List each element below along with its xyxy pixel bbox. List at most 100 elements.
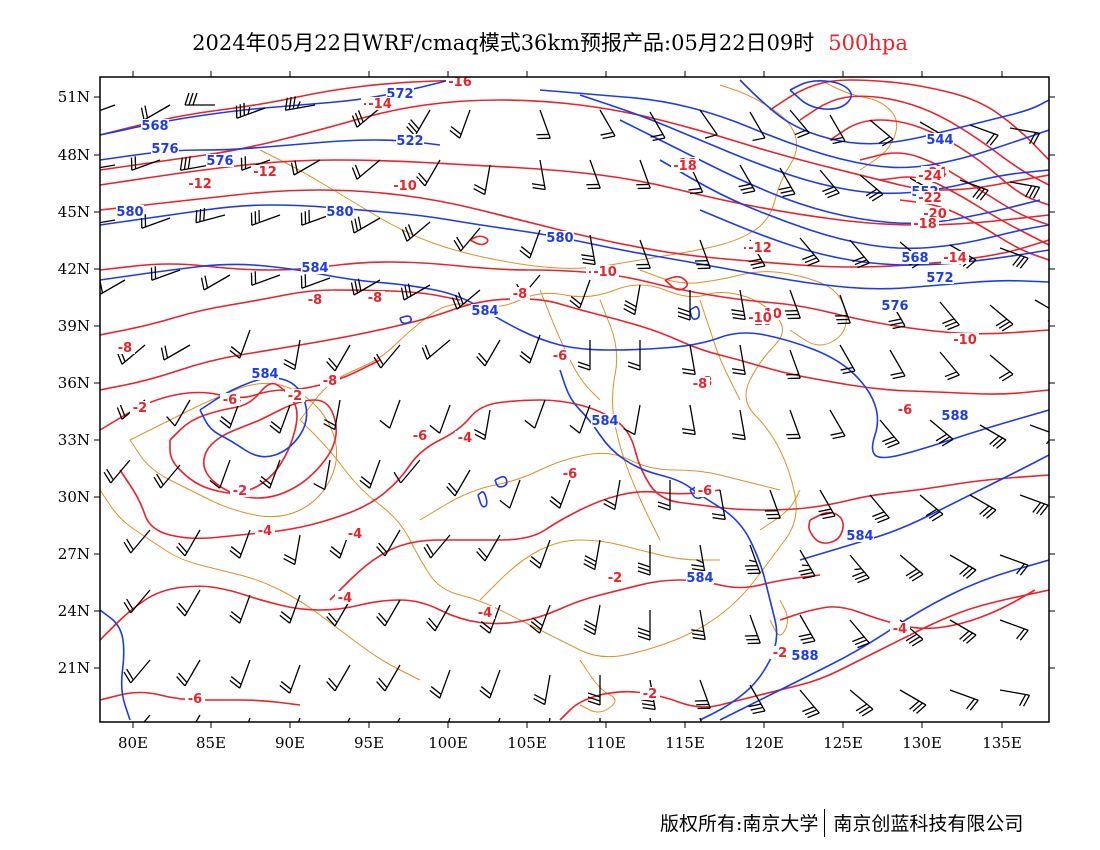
wind-barb-staff <box>184 529 201 557</box>
wind-barb-staff <box>251 214 281 226</box>
wind-barb-staff <box>529 334 541 364</box>
wind-barb-flag <box>393 471 402 484</box>
wind-barb-staff <box>949 554 977 571</box>
lat-tick-label: 48N <box>58 146 90 164</box>
wind-barb-staff <box>879 419 900 444</box>
height-contour-line <box>799 454 1049 561</box>
wind-barb-flag <box>529 559 541 569</box>
contour-label-bg <box>396 134 424 147</box>
contour-label-bg <box>640 687 660 700</box>
wind-barb-staff <box>459 109 471 139</box>
lon-tick-label: 90E <box>275 734 305 752</box>
wind-barbs <box>100 92 1049 722</box>
wind-barb-flag <box>657 505 671 511</box>
wind-barb-staff <box>529 229 541 259</box>
axis-ticks: 80E 85E 90E 95E 100E 105E 110E 115E 120E 125E 130E… <box>58 71 1055 752</box>
wind-barb-flag <box>740 186 754 191</box>
wind-barb-flag <box>354 280 359 294</box>
height-contour-line <box>477 491 488 508</box>
wind-barb-flag <box>418 172 428 183</box>
wind-barb-staff <box>634 284 641 315</box>
wind-barb-staff <box>484 164 491 195</box>
wind-barb-flag <box>204 275 209 289</box>
wind-barb-flag <box>890 371 904 376</box>
wind-barb-flag <box>692 637 706 641</box>
contour-label-bg <box>151 142 179 155</box>
wind-barb-flag <box>681 428 695 432</box>
wind-barb-flag <box>931 513 944 522</box>
wind-barb-flag <box>802 640 816 645</box>
wind-barb-staff <box>799 237 820 262</box>
wind-barb-flag <box>209 479 221 489</box>
wind-barb-flag <box>677 311 691 317</box>
wind-barb-staff <box>634 404 641 435</box>
wind-barb-flag <box>681 368 695 372</box>
wind-barb-flag <box>802 254 815 261</box>
wind-barb-flag <box>123 601 132 614</box>
wind-barb-flag <box>480 621 492 630</box>
wind-barb-flag <box>905 633 918 642</box>
wind-barb-staff <box>334 344 351 372</box>
temperature-contour-line <box>329 489 721 601</box>
wind-barb-staff <box>184 659 201 687</box>
wind-barb-flag <box>400 287 405 301</box>
boundary-line <box>819 79 898 171</box>
wind-barb-staff <box>460 227 481 252</box>
wind-barb-flag <box>187 156 191 169</box>
wind-barb-flag <box>378 677 388 688</box>
wind-barb-staff <box>301 277 331 289</box>
wind-barb-staff <box>969 124 999 136</box>
wind-barb-staff <box>539 539 551 569</box>
wind-barb-flag <box>119 404 126 417</box>
contour-label-bg <box>690 377 710 390</box>
wind-barb-flag <box>752 265 766 270</box>
map-frame <box>99 76 1050 723</box>
wind-barb-staff <box>184 589 201 617</box>
wind-barb-flag <box>230 611 242 620</box>
wind-barb-flag <box>624 304 636 312</box>
wind-barb-flag <box>296 101 301 109</box>
temperature-contour-label: -8 <box>368 291 382 306</box>
wind-barb-staff <box>969 494 997 511</box>
wind-barb-flag <box>357 110 364 123</box>
wind-barb-staff <box>789 349 801 379</box>
lon-tick-label: 105E <box>507 734 547 752</box>
wind-barb-flag <box>711 513 725 517</box>
height-contour-line <box>494 475 508 488</box>
wind-barb-flag <box>1016 256 1025 268</box>
temperature-contour-line <box>769 79 1049 161</box>
height-contour-label: 580 <box>116 205 143 220</box>
wind-barb-staff <box>195 714 201 722</box>
wind-barb-flag <box>195 210 198 223</box>
wind-barb-flag <box>178 602 188 613</box>
wind-barb-flag <box>969 699 979 711</box>
wind-barb-staff <box>353 279 381 296</box>
wind-barb-flag <box>677 307 691 313</box>
wind-barb-flag <box>350 282 355 296</box>
wind-barb-staff <box>779 167 796 195</box>
lon-tick-label: 115E <box>665 734 705 752</box>
wind-barb-flag <box>423 546 432 559</box>
contour-label-bg <box>916 191 944 204</box>
wind-barb-flag <box>587 700 601 706</box>
wind-barb-staff <box>599 109 616 137</box>
wind-barb-flag <box>534 694 546 702</box>
wind-barb-flag <box>623 307 636 316</box>
temperature-contour-label: -6 <box>553 349 567 364</box>
wind-barb-flag <box>426 621 436 632</box>
contour-label-bg <box>255 524 275 537</box>
height-contour-line <box>699 209 1049 266</box>
wind-barb-flag <box>178 542 188 553</box>
height-contour-label: 584 <box>686 571 713 586</box>
height-contour-line <box>100 79 451 136</box>
wind-barb-flag <box>857 642 870 649</box>
wind-barb-flag <box>704 133 718 139</box>
wind-barb-flag <box>116 352 123 365</box>
wind-barb-flag <box>750 706 764 711</box>
wind-barb-flag <box>404 226 411 239</box>
wind-barb-flag <box>966 569 977 579</box>
height-contour-line <box>199 377 308 458</box>
contour-label-bg <box>130 401 150 414</box>
wind-barb-flag <box>602 135 616 140</box>
wind-barb-flag <box>861 708 874 717</box>
